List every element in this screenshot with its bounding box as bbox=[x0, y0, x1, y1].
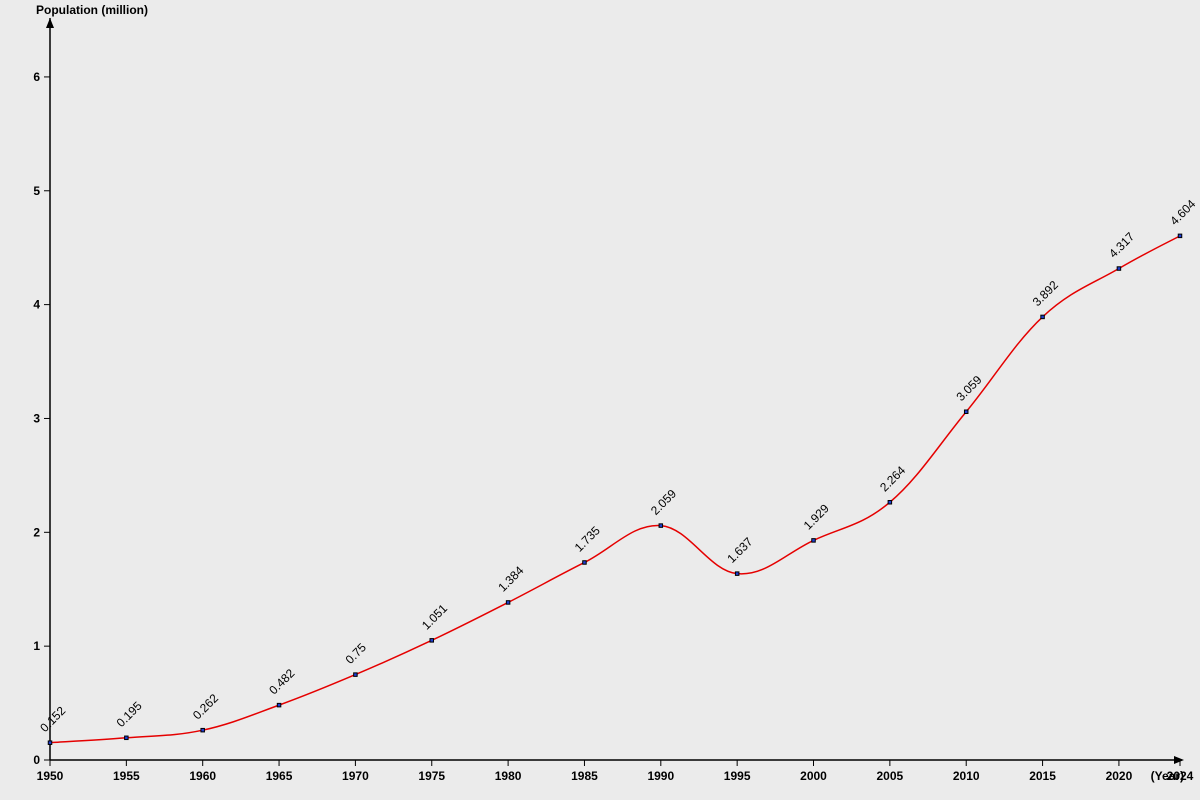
data-point bbox=[201, 728, 205, 732]
data-point bbox=[48, 741, 52, 745]
x-tick-label: 2010 bbox=[953, 769, 980, 783]
data-point bbox=[1178, 234, 1182, 238]
chart-svg: 0 1 2 3 4 5 6 Population (million) 1950 1955 1960 1… bbox=[0, 0, 1200, 800]
x-tick-label: 1955 bbox=[113, 769, 140, 783]
x-tick-label: 2015 bbox=[1029, 769, 1056, 783]
x-tick-label: 1970 bbox=[342, 769, 369, 783]
x-tick-label: 1950 bbox=[37, 769, 64, 783]
x-tick-label: 2020 bbox=[1106, 769, 1133, 783]
data-point bbox=[812, 539, 816, 543]
data-point bbox=[735, 572, 739, 576]
data-point bbox=[506, 601, 510, 605]
data-point bbox=[277, 703, 281, 707]
x-tick-label: 1980 bbox=[495, 769, 522, 783]
x-tick-label: 2005 bbox=[877, 769, 904, 783]
y-tick-label: 0 bbox=[33, 753, 40, 767]
y-axis-title: Population (million) bbox=[36, 3, 148, 17]
data-point bbox=[430, 639, 434, 643]
data-point bbox=[888, 501, 892, 505]
chart-bg bbox=[0, 0, 1200, 800]
data-point bbox=[964, 410, 968, 414]
x-tick-label: 1960 bbox=[189, 769, 216, 783]
y-tick-label: 5 bbox=[33, 184, 40, 198]
data-point bbox=[354, 673, 358, 677]
data-point bbox=[1117, 267, 1121, 271]
y-tick-label: 6 bbox=[33, 70, 40, 84]
x-tick-label: 1990 bbox=[647, 769, 674, 783]
data-point bbox=[659, 524, 663, 528]
data-point bbox=[583, 561, 587, 565]
population-chart: 0 1 2 3 4 5 6 Population (million) 1950 1955 1960 1… bbox=[0, 0, 1200, 800]
data-point bbox=[125, 736, 129, 740]
x-tick-label: 1965 bbox=[266, 769, 293, 783]
x-tick-label: 1995 bbox=[724, 769, 751, 783]
y-tick-label: 2 bbox=[33, 525, 40, 539]
y-tick-label: 3 bbox=[33, 411, 40, 425]
x-tick-label: 1975 bbox=[418, 769, 445, 783]
x-tick-label: 2000 bbox=[800, 769, 827, 783]
y-tick-label: 1 bbox=[33, 639, 40, 653]
data-point bbox=[1041, 315, 1045, 319]
y-tick-label: 4 bbox=[33, 298, 40, 312]
x-axis-title: (Year) bbox=[1151, 769, 1184, 783]
x-tick-label: 1985 bbox=[571, 769, 598, 783]
